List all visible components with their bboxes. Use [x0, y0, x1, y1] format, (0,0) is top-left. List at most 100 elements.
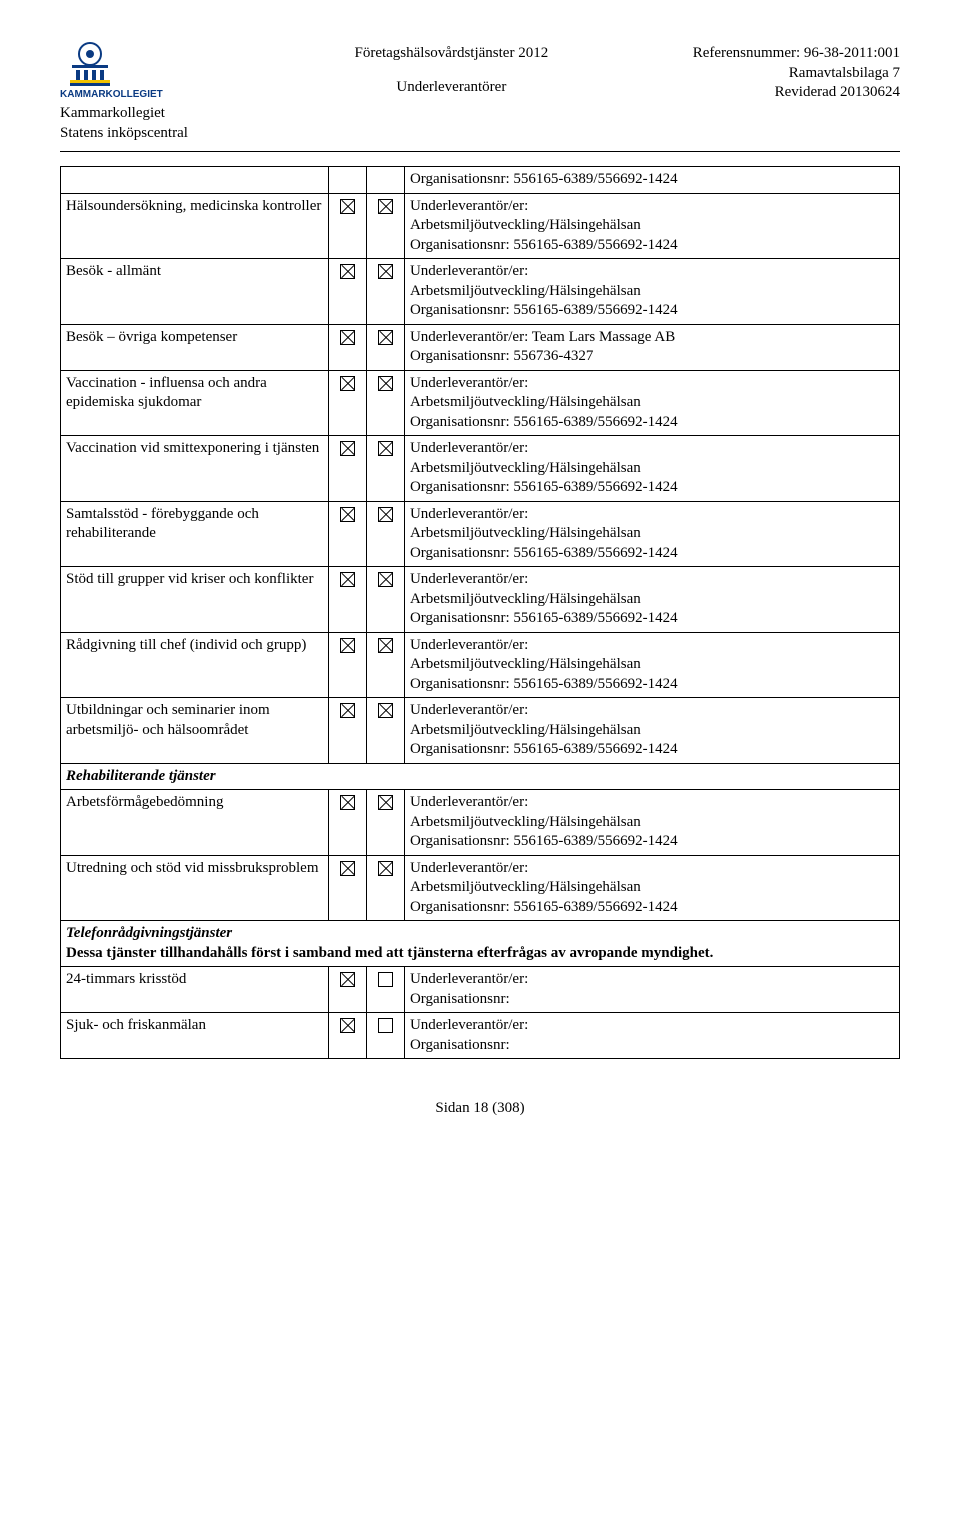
supplier-label: Underleverantör/er: — [410, 375, 528, 391]
table-row: 24-timmars krisstöd Underleverantör/er: … — [61, 967, 900, 1013]
header-left: KAMMARKOLLEGIET Kammarkollegiet Statens … — [60, 40, 210, 143]
header-org-left: Kammarkollegiet Statens inköpscentral — [60, 104, 188, 143]
cell-service: Besök – övriga kompetenser — [61, 324, 329, 370]
section-label: Telefonrådgivningstjänster — [66, 925, 232, 941]
checkbox-cell — [367, 193, 405, 259]
arb-line: Arbetsmiljöutveckling/Hälsingehälsan — [410, 814, 641, 830]
right-line1: Referensnummer: 96-38-2011:001 — [693, 44, 900, 64]
supplier-label: Underleverantör/er: — [410, 571, 528, 587]
checkbox-checked-icon — [378, 861, 393, 876]
table-row: Utbildningar och seminarier inom arbetsm… — [61, 698, 900, 764]
supplier-label: Underleverantör/er: — [410, 794, 528, 810]
cell-service: Arbetsförmågebedömning — [61, 790, 329, 856]
checkbox-checked-icon — [378, 441, 393, 456]
center-line1: Företagshälsovårdstjänster 2012 — [210, 44, 693, 64]
checkbox-checked-icon — [378, 264, 393, 279]
checkbox-checked-icon — [340, 795, 355, 810]
checkbox-cell — [367, 501, 405, 567]
checkbox-checked-icon — [378, 330, 393, 345]
arb-line: Arbetsmiljöutveckling/Hälsingehälsan — [410, 525, 641, 541]
org-line: Organisationsnr: 556165-6389/556692-1424 — [410, 610, 678, 626]
org-line: Organisationsnr: 556165-6389/556692-1424 — [410, 899, 678, 915]
supplier-label: Underleverantör/er: — [410, 971, 528, 987]
checkbox-cell — [367, 632, 405, 698]
supplier-label: Underleverantör/er: — [410, 506, 528, 522]
checkbox-cell — [329, 855, 367, 921]
org-line: Organisationsnr: 556165-6389/556692-1424 — [410, 676, 678, 692]
org-line: Organisationsnr: 556165-6389/556692-1424 — [410, 741, 678, 757]
checkbox-checked-icon — [378, 795, 393, 810]
supplier-label: Underleverantör/er: — [410, 860, 528, 876]
org-line: Organisationsnr: 556165-6389/556692-1424 — [410, 302, 678, 318]
checkbox-checked-icon — [340, 861, 355, 876]
checkbox-checked-icon — [378, 507, 393, 522]
checkbox-checked-icon — [340, 264, 355, 279]
checkbox-cell — [367, 790, 405, 856]
cell-service: Besök - allmänt — [61, 259, 329, 325]
cell-supplier: Underleverantör/er: Arbetsmiljöutvecklin… — [404, 790, 899, 856]
kammarkollegiet-logo: KAMMARKOLLEGIET — [60, 40, 210, 100]
services-table: Organisationsnr: 556165-6389/556692-1424… — [60, 166, 900, 1059]
checkbox-cell — [329, 790, 367, 856]
page-footer: Sidan 18 (308) — [60, 1099, 900, 1119]
org-line: Organisationsnr: — [410, 991, 510, 1007]
arb-line: Arbetsmiljöutveckling/Hälsingehälsan — [410, 460, 641, 476]
cell-supplier: Underleverantör/er: Arbetsmiljöutvecklin… — [404, 698, 899, 764]
table-row: Vaccination vid smittexponering i tjänst… — [61, 436, 900, 502]
arb-line: Arbetsmiljöutveckling/Hälsingehälsan — [410, 656, 641, 672]
checkbox-cell — [367, 567, 405, 633]
cell-supplier: Underleverantör/er: Organisationsnr: — [404, 1013, 899, 1059]
checkbox-empty-icon — [378, 1018, 393, 1033]
supplier-label: Underleverantör/er: — [410, 637, 528, 653]
cell-service: Stöd till grupper vid kriser och konflik… — [61, 567, 329, 633]
org-line: Organisationsnr: — [410, 1037, 510, 1053]
arb-line: Arbetsmiljöutveckling/Hälsingehälsan — [410, 722, 641, 738]
cell-service: Samtalsstöd - förebyggande och rehabilit… — [61, 501, 329, 567]
checkbox-cell — [367, 1013, 405, 1059]
table-row: Stöd till grupper vid kriser och konflik… — [61, 567, 900, 633]
table-row: Utredning och stöd vid missbruksproblem … — [61, 855, 900, 921]
table-row: Vaccination - influensa och andra epidem… — [61, 370, 900, 436]
checkbox-cell — [329, 967, 367, 1013]
checkbox-checked-icon — [340, 507, 355, 522]
checkbox-checked-icon — [340, 441, 355, 456]
org-line: Organisationsnr: 556165-6389/556692-1424 — [410, 414, 678, 430]
header-separator — [60, 151, 900, 152]
supplier-label: Underleverantör/er: — [410, 1017, 528, 1033]
checkbox-cell — [329, 436, 367, 502]
cell-supplier: Underleverantör/er: Arbetsmiljöutvecklin… — [404, 259, 899, 325]
supplier-team: Underleverantör/er: Team Lars Massage AB — [410, 329, 675, 345]
cell-service: 24-timmars krisstöd — [61, 967, 329, 1013]
center-line2: Underleverantörer — [210, 78, 693, 98]
cell-supplier: Underleverantör/er: Team Lars Massage AB… — [404, 324, 899, 370]
checkbox-checked-icon — [378, 199, 393, 214]
table-row: Sjuk- och friskanmälan Underleverantör/e… — [61, 1013, 900, 1059]
supplier-label: Underleverantör/er: — [410, 263, 528, 279]
header-center: Företagshälsovårdstjänster 2012 Underlev… — [210, 40, 693, 97]
checkbox-checked-icon — [340, 972, 355, 987]
checkbox-cell — [367, 370, 405, 436]
checkbox-checked-icon — [340, 638, 355, 653]
supplier-label: Underleverantör/er: — [410, 440, 528, 456]
checkbox-checked-icon — [340, 376, 355, 391]
section-row-tel: Telefonrådgivningstjänster Dessa tjänste… — [61, 921, 900, 967]
checkbox-cell — [329, 259, 367, 325]
table-row: Hälsoundersökning, medicinska kontroller… — [61, 193, 900, 259]
cell-supplier: Underleverantör/er: Arbetsmiljöutvecklin… — [404, 567, 899, 633]
table-row: Besök - allmänt Underleverantör/er: Arbe… — [61, 259, 900, 325]
cell-supplier: Underleverantör/er: Arbetsmiljöutvecklin… — [404, 193, 899, 259]
cell-org: Organisationsnr: 556165-6389/556692-1424 — [404, 167, 899, 194]
supplier-label: Underleverantör/er: — [410, 702, 528, 718]
supplier-label: Underleverantör/er: — [410, 198, 528, 214]
right-line3: Reviderad 20130624 — [693, 83, 900, 103]
checkbox-cell — [329, 370, 367, 436]
checkbox-checked-icon — [378, 572, 393, 587]
table-row: Besök – övriga kompetenser Underleverant… — [61, 324, 900, 370]
section-cell: Telefonrådgivningstjänster Dessa tjänste… — [61, 921, 900, 967]
arb-line: Arbetsmiljöutveckling/Hälsingehälsan — [410, 283, 641, 299]
cell-service: Utbildningar och seminarier inom arbetsm… — [61, 698, 329, 764]
arb-line: Arbetsmiljöutveckling/Hälsingehälsan — [410, 394, 641, 410]
checkbox-cell — [367, 967, 405, 1013]
cell-service: Utredning och stöd vid missbruksproblem — [61, 855, 329, 921]
cell-service: Rådgivning till chef (individ och grupp) — [61, 632, 329, 698]
